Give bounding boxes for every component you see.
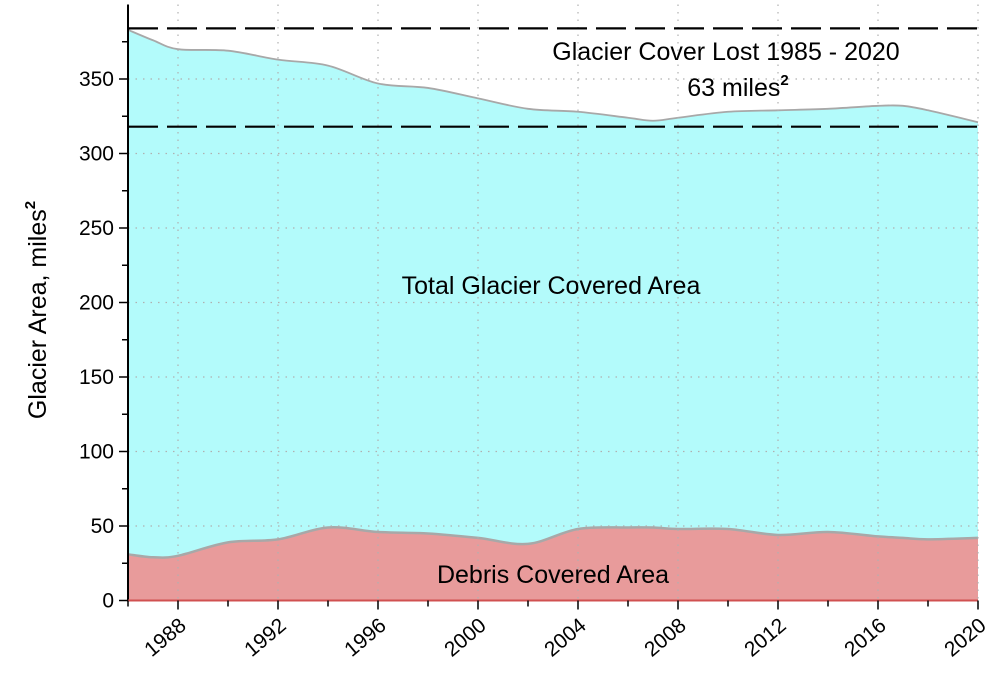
y-tick-label: 200 bbox=[79, 292, 114, 315]
y-axis-label: Glacier Area, miles2 bbox=[22, 201, 52, 419]
x-tick-label: 1992 bbox=[240, 614, 291, 662]
x-tick-label: 2004 bbox=[540, 614, 591, 662]
y-axis-ticks: 0 50 100 150 200 250 300 350 bbox=[79, 41, 128, 613]
x-tick-label: 2016 bbox=[840, 614, 891, 662]
total-area-label: Total Glacier Covered Area bbox=[402, 272, 701, 300]
y-tick-label: 350 bbox=[79, 68, 114, 91]
annotation-lost-line1: Glacier Cover Lost 1985 - 2020 bbox=[552, 38, 899, 66]
x-tick-label: 2008 bbox=[640, 614, 691, 662]
y-tick-label: 150 bbox=[79, 366, 114, 389]
debris-outline bbox=[127, 526, 979, 559]
x-tick-label: 2020 bbox=[940, 614, 991, 662]
x-tick-label: 2012 bbox=[740, 614, 791, 662]
debris-area-label: Debris Covered Area bbox=[437, 561, 669, 589]
reference-dashed-lines bbox=[128, 27, 980, 128]
x-axis-ticks: 1988 1992 1996 2000 2004 2008 2012 2016 2020 bbox=[127, 600, 991, 662]
x-tick-label: 1988 bbox=[140, 614, 191, 662]
debris-area-fill bbox=[128, 527, 978, 601]
y-tick-label: 0 bbox=[102, 590, 114, 613]
y-tick-label: 100 bbox=[79, 441, 114, 464]
x-tick-label: 2000 bbox=[440, 614, 491, 662]
y-tick-label: 50 bbox=[91, 515, 114, 538]
y-tick-label: 300 bbox=[79, 143, 114, 166]
total-glacier-area-fill bbox=[128, 29, 978, 601]
x-tick-label: 1996 bbox=[340, 614, 391, 662]
total-glacier-outline bbox=[127, 28, 979, 124]
annotation-lost-line2: 63 miles2 bbox=[687, 72, 788, 102]
y-tick-label: 250 bbox=[79, 217, 114, 240]
